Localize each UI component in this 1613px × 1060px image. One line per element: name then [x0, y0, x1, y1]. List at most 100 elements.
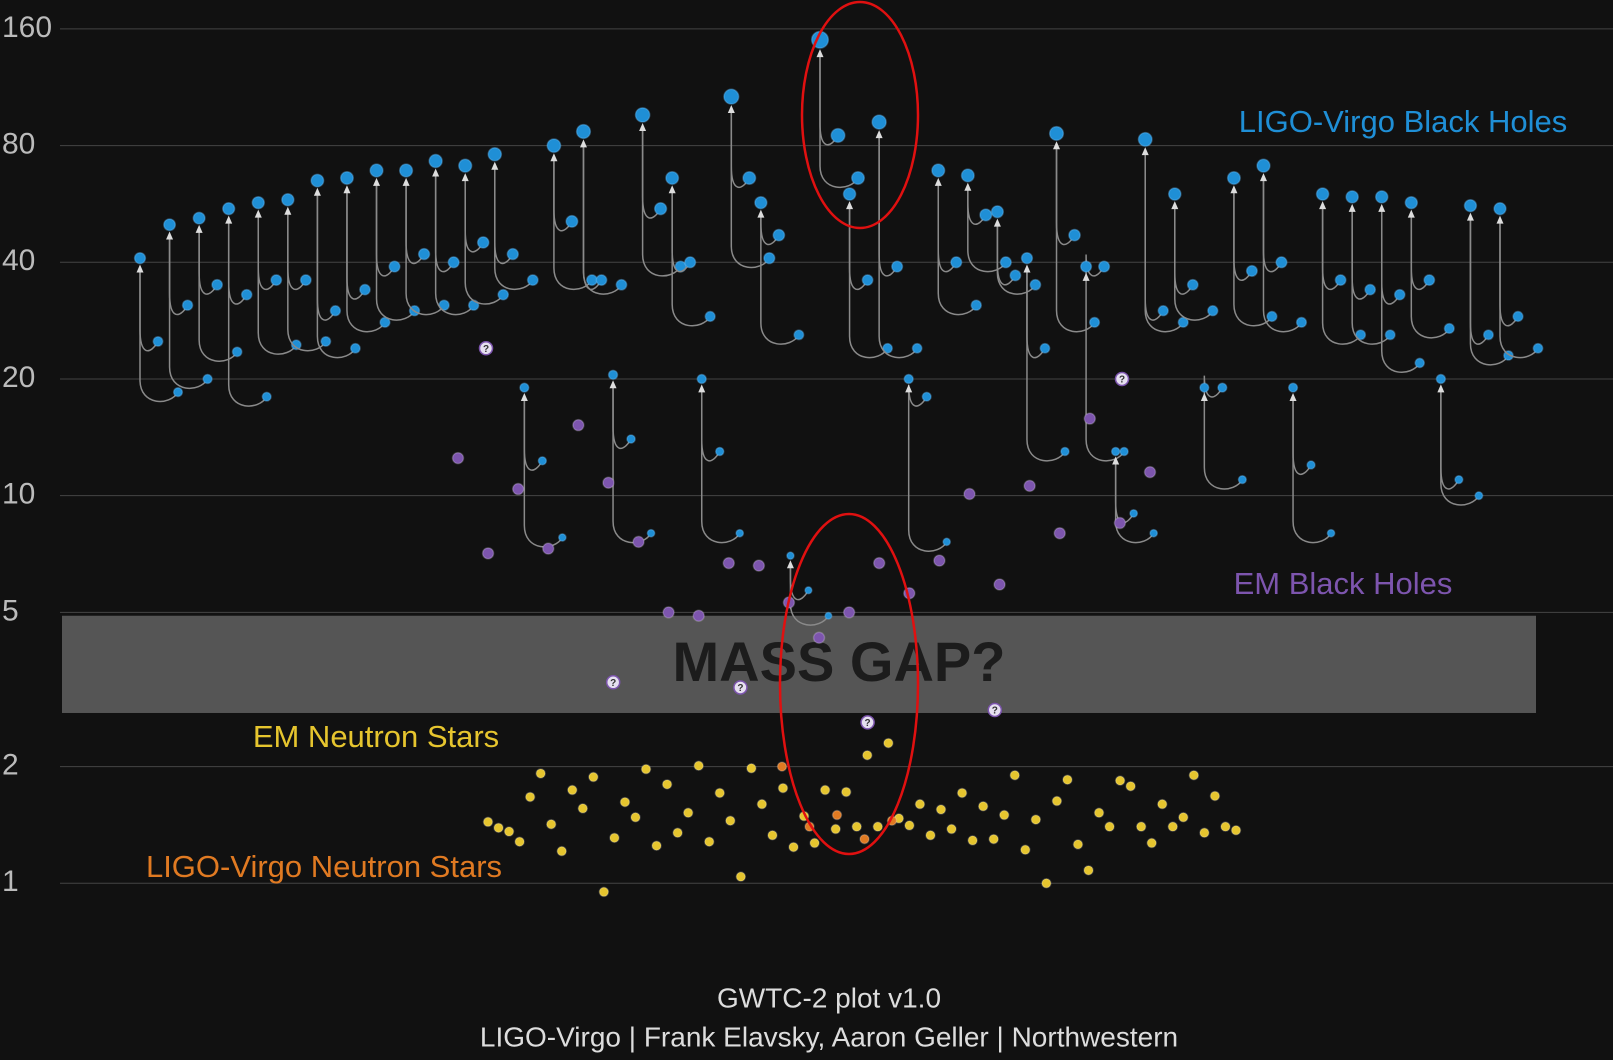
merger-arrowhead [491, 161, 499, 170]
y-tick-label: 2 [2, 749, 19, 782]
data-point [1114, 775, 1126, 786]
merger-path [937, 182, 977, 316]
mass-gap-layer: MASS GAP? [62, 615, 1536, 713]
merger-arrowhead [313, 187, 321, 196]
y-tick-label: 5 [2, 594, 19, 627]
merger-arrowhead [1171, 201, 1179, 210]
merger-path [1469, 217, 1510, 366]
data-point [742, 170, 757, 186]
data-point [1125, 780, 1136, 792]
merger-path [1174, 206, 1214, 321]
data-point [349, 342, 361, 354]
data-point [1315, 187, 1330, 201]
data-point [1512, 310, 1524, 323]
merger-path [553, 158, 593, 291]
merger-path [700, 389, 741, 544]
data-point [1414, 357, 1426, 369]
merger-path [1055, 146, 1096, 333]
data-point [524, 791, 536, 803]
merger-arrowhead [1289, 392, 1297, 401]
data-point [222, 202, 236, 216]
data-point [192, 211, 206, 225]
data-point [793, 329, 805, 341]
data-point [514, 836, 525, 847]
data-point [1334, 274, 1347, 286]
merger-path [1410, 214, 1450, 339]
data-point [1287, 382, 1299, 393]
data-point [850, 170, 866, 186]
merger-path [434, 173, 475, 316]
data-point [602, 476, 615, 489]
data-point [359, 283, 371, 296]
data-point [299, 274, 312, 286]
data-point [933, 554, 946, 567]
data-point [871, 114, 887, 130]
merger-arrowhead [727, 105, 735, 114]
data-point [476, 236, 490, 249]
merger-arrowhead [698, 384, 706, 393]
data-point [1178, 812, 1189, 823]
data-point [320, 335, 332, 347]
merger-arrowhead [550, 153, 558, 162]
series-label: LIGO-Virgo Black Holes [1239, 104, 1568, 139]
data-point [1167, 821, 1179, 832]
data-point [1275, 256, 1288, 269]
data-point [1083, 865, 1094, 876]
data-point [595, 274, 608, 286]
data-point [1146, 837, 1157, 849]
data-point [1088, 316, 1101, 328]
data-point [1217, 382, 1228, 393]
data-point [1041, 878, 1052, 889]
data-point [310, 173, 325, 188]
data-point [692, 609, 705, 622]
merger-arrowhead [846, 201, 854, 210]
merger-arrowhead [520, 392, 528, 401]
merger-arrowhead [905, 384, 913, 393]
merger-path [1203, 375, 1224, 398]
data-point [977, 801, 989, 812]
uncertain-marker: ? [1119, 375, 1125, 386]
footer-line: LIGO-Virgo | Frank Elavsky, Aaron Geller… [480, 1021, 1178, 1052]
data-point [398, 163, 414, 178]
data-point [493, 822, 504, 834]
merger-path [878, 135, 918, 359]
merger-arrowhead [373, 177, 381, 186]
data-point [704, 310, 716, 323]
data-point [231, 346, 243, 358]
data-point [1119, 446, 1129, 457]
data-point [831, 809, 843, 821]
data-point [1230, 825, 1242, 836]
data-point [911, 342, 923, 354]
merger-path [760, 214, 800, 345]
data-point [842, 187, 857, 201]
data-point [447, 256, 460, 269]
data-point [661, 779, 673, 790]
data-point [914, 798, 926, 810]
data-point [1207, 305, 1219, 317]
data-point [1474, 491, 1484, 501]
data-point [988, 833, 999, 845]
merger-arrowhead [1082, 272, 1090, 281]
data-point [752, 559, 766, 572]
merger-arrowhead [136, 264, 144, 273]
data-point [1364, 283, 1377, 296]
data-point [270, 274, 283, 286]
data-point [1080, 260, 1093, 273]
data-point [830, 823, 841, 835]
merger-arrowhead [225, 215, 233, 224]
y-tick-label: 160 [2, 11, 52, 44]
data-point [451, 451, 465, 465]
data-point [1143, 465, 1157, 479]
merger-arrowhead [639, 123, 647, 132]
data-point [1532, 342, 1544, 354]
data-point [809, 837, 820, 849]
merger-path [671, 190, 711, 327]
data-point [665, 170, 680, 186]
data-point [1135, 821, 1147, 832]
merger-path [523, 397, 563, 548]
data-point [786, 551, 795, 560]
merger-path [287, 211, 327, 352]
merger-path [168, 236, 209, 390]
data-point [1384, 329, 1396, 341]
data-point [329, 305, 342, 317]
